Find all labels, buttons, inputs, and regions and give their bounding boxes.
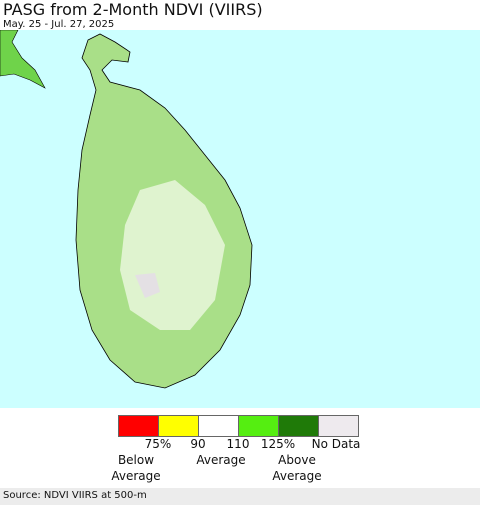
legend-tick: 125% (260, 437, 296, 451)
legend-swatch (119, 416, 159, 436)
no-data-area (135, 273, 160, 298)
mainland (0, 30, 46, 89)
legend-swatch (279, 416, 319, 436)
legend-swatch (199, 416, 239, 436)
legend-swatch (319, 416, 358, 436)
legend-group: Above Average (272, 453, 322, 483)
legend-tick: 90 (190, 437, 206, 451)
legend-tick: 110 (226, 437, 250, 451)
legend-swatch (159, 416, 199, 436)
legend-group: Below Average (111, 453, 161, 483)
footer: Source: NDVI VIIRS at 500-m (0, 488, 480, 505)
legend-no-data: No Data (311, 437, 361, 451)
legend-swatch (239, 416, 279, 436)
legend-tick: 75% (144, 437, 172, 451)
map-title: PASG from 2-Month NDVI (VIIRS) (3, 0, 263, 19)
legend-swatches (118, 415, 359, 437)
legend-group: Average (196, 453, 246, 467)
map (0, 30, 480, 408)
map-subtitle: May. 25 - Jul. 27, 2025 (3, 19, 115, 30)
source: Source: NDVI VIIRS at 500-m (3, 490, 147, 501)
